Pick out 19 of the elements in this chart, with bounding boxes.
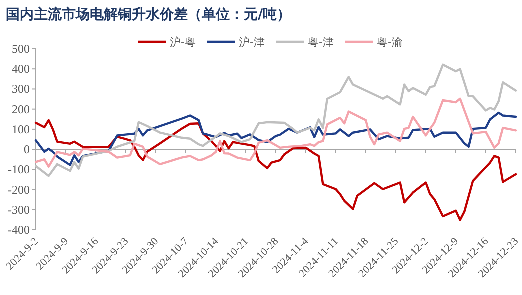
legend-label: 粤-渝 [377, 36, 403, 49]
legend-label: 沪-粤 [170, 36, 196, 49]
y-tick-label: 300 [12, 82, 30, 96]
line-series [34, 64, 518, 178]
y-tick-label: -100 [8, 162, 30, 177]
y-tick-label: -200 [8, 182, 30, 197]
y-tick-label: -300 [8, 202, 30, 217]
y-tick-label: -400 [8, 223, 30, 237]
legend-label: 粤-津 [308, 36, 334, 49]
chart-title: 国内主流市场电解铜升水价差（单位：元/吨） [6, 6, 292, 23]
y-tick-label: 200 [12, 102, 30, 116]
y-tick-label: 500 [12, 42, 30, 56]
y-tick-label: 0 [24, 142, 30, 157]
y-tick-label: 100 [12, 122, 30, 136]
legend-label: 沪-津 [239, 36, 265, 49]
line-series [34, 119, 518, 222]
line-series [34, 98, 518, 168]
line-series [34, 112, 518, 166]
y-tick-label: 400 [12, 62, 30, 76]
